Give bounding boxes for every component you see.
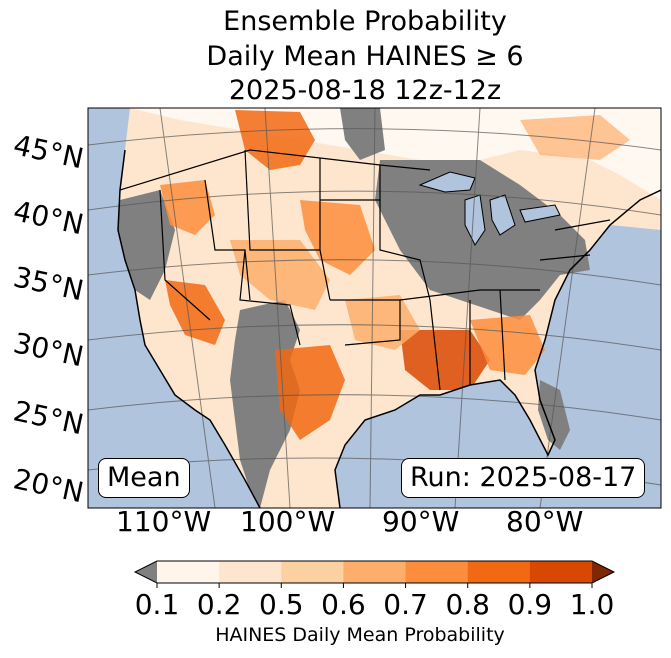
colorbar-segment [405,561,469,583]
high-prob-plains [230,240,330,310]
high-prob-west [160,180,215,235]
colorbar-tick-label: 0.7 [383,588,428,621]
coastline [117,149,661,508]
colorbar-tick-label: 1.0 [569,588,615,621]
colorbar-over-arrow [592,561,614,583]
masked-area-florida [538,380,570,450]
masked-area-plains [340,108,385,160]
high-prob-rockies [300,200,375,275]
great-lakes [418,171,561,246]
mean-label: Mean [98,458,190,498]
colorbar-segment [157,561,220,583]
title-line-3: 2025-08-18 12z-12z [228,75,502,106]
colorbar-segment [343,561,407,583]
colorbar-segment [219,561,282,583]
high-prob-northeast-canada [520,115,630,160]
colorbar-segment [281,561,344,583]
colorbar-segment [467,561,531,583]
masked-area-northeast [375,160,590,320]
run-date-label: Run: 2025-08-17 [401,458,646,498]
colorbar-under-arrow [135,561,157,583]
lon-label-110: 110°W [116,505,212,538]
colorbar-tick-label: 0.9 [507,588,553,621]
colorbar-tick-label: 0.8 [445,588,490,621]
masked-area-west [118,190,175,300]
high-prob-gulf-coast [400,330,490,390]
colorbar-segment [529,561,593,583]
colorbar-tick-label: 0.6 [321,588,366,621]
title-line-1: Ensemble Probability [223,6,507,37]
lon-label-100: 100°W [240,505,336,538]
colorbar-tick-label: 0.1 [134,588,180,621]
high-prob-texas [275,345,345,440]
title-line-2: Daily Mean HAINES ≥ 6 [206,41,524,72]
map-frame [87,107,662,509]
lon-label-90: 90°W [382,505,460,538]
state-borders [119,149,611,391]
colorbar-label: HAINES Daily Mean Probability [215,624,505,646]
colorbar-tick-label: 0.5 [259,588,304,621]
lon-label-80: 80°W [506,505,584,538]
colorbar-tick-label: 0.2 [196,588,242,621]
high-prob-mid-south [345,295,420,350]
